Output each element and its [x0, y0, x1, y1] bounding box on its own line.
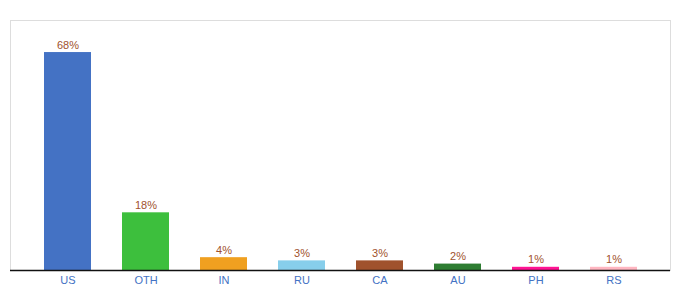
svg-text:1%: 1%: [606, 253, 622, 265]
svg-text:RS: RS: [606, 274, 621, 286]
svg-text:4%: 4%: [216, 244, 232, 256]
svg-text:PH: PH: [528, 274, 543, 286]
svg-text:RU: RU: [294, 274, 310, 286]
svg-text:68%: 68%: [57, 39, 79, 51]
svg-text:18%: 18%: [135, 199, 157, 211]
svg-text:US: US: [60, 274, 75, 286]
svg-text:1%: 1%: [528, 253, 544, 265]
svg-text:CA: CA: [372, 274, 388, 286]
svg-text:AU: AU: [450, 274, 465, 286]
svg-text:IN: IN: [219, 274, 230, 286]
svg-text:OTH: OTH: [134, 274, 157, 286]
svg-text:2%: 2%: [450, 250, 466, 262]
svg-text:3%: 3%: [294, 247, 310, 259]
svg-text:3%: 3%: [372, 247, 388, 259]
